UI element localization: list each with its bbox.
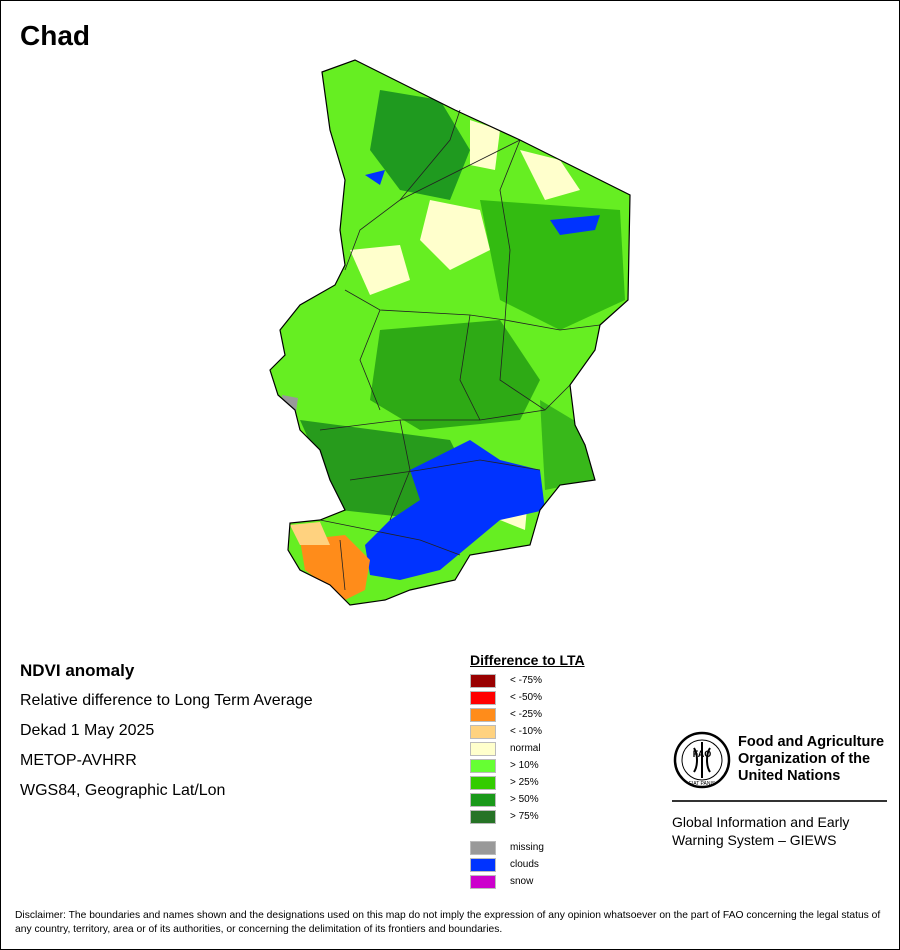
legend-item: < -10% xyxy=(470,723,585,740)
region-dark-green xyxy=(540,400,595,490)
region-clouds xyxy=(550,215,600,235)
region-normal xyxy=(350,245,410,295)
region-dark-green xyxy=(370,320,540,430)
legend-label: < -25% xyxy=(510,709,542,720)
region-clouds xyxy=(365,440,545,580)
region-below-normal xyxy=(300,535,370,600)
info-line-3: METOP-AVHRR xyxy=(20,752,137,769)
legend-item: missing xyxy=(470,839,585,856)
legend-label: clouds xyxy=(510,859,539,870)
fao-name: Food and Agriculture Organization of the… xyxy=(738,734,885,784)
legend-label: > 10% xyxy=(510,760,539,771)
legend-swatch xyxy=(470,741,496,756)
legend-label: > 25% xyxy=(510,777,539,788)
legend-item: > 50% xyxy=(470,791,585,808)
chad-ndvi-map xyxy=(269,59,631,606)
legend-label: > 75% xyxy=(510,811,539,822)
legend-label: normal xyxy=(510,743,541,754)
info-line-4: WGS84, Geographic Lat/Lon xyxy=(20,782,226,799)
legend-label: < -75% xyxy=(510,675,542,686)
fao-logo-motto: FIAT PANIS xyxy=(689,781,716,787)
region-dark-green xyxy=(370,90,470,200)
legend-label: < -10% xyxy=(510,726,542,737)
country-outline xyxy=(269,59,631,606)
fao-emblem-icon: FAO FIAT PANIS xyxy=(673,731,731,789)
legend-label: snow xyxy=(510,876,534,887)
legend-swatch xyxy=(470,673,496,688)
legend-item: < -50% xyxy=(470,689,585,706)
legend-swatch xyxy=(470,809,496,824)
region-normal xyxy=(520,150,580,200)
region-below-normal xyxy=(290,522,330,545)
region-clouds xyxy=(365,170,385,185)
legend-swatch xyxy=(470,758,496,773)
legend-item: > 75% xyxy=(470,808,585,825)
region-dark-green xyxy=(480,200,625,330)
legend-swatch xyxy=(470,874,496,889)
legend-swatch xyxy=(470,775,496,790)
legend-item: snow xyxy=(470,873,585,890)
legend-swatch xyxy=(470,724,496,739)
legend-swatch xyxy=(470,840,496,855)
legend-title: Difference to LTA xyxy=(470,652,585,668)
region-normal xyxy=(470,120,500,170)
legend-item: normal xyxy=(470,740,585,757)
legend-swatch xyxy=(470,707,496,722)
map-info: NDVI anomaly Relative difference to Long… xyxy=(20,656,313,806)
region-normal xyxy=(420,200,490,270)
legend-swatch xyxy=(470,857,496,872)
legend-label: missing xyxy=(510,842,544,853)
legend-swatch xyxy=(470,792,496,807)
info-heading: NDVI anomaly xyxy=(20,661,135,680)
legend-item: clouds xyxy=(470,856,585,873)
admin-boundaries xyxy=(319,109,601,591)
fao-logo-text: FAO xyxy=(693,749,712,759)
info-line-1: Relative difference to Long Term Average xyxy=(20,692,313,709)
legend-item: > 10% xyxy=(470,757,585,774)
map-title: Chad xyxy=(20,20,90,51)
legend-item: > 25% xyxy=(470,774,585,791)
legend: Difference to LTA < -75% < -50% < -25% < -1… xyxy=(470,652,585,890)
giews-name: Global Information and Early Warning Sys… xyxy=(672,814,850,848)
legend-swatch xyxy=(470,690,496,705)
legend-item: < -25% xyxy=(470,706,585,723)
fao-divider xyxy=(672,800,887,802)
legend-item: < -75% xyxy=(470,672,585,689)
legend-label: > 50% xyxy=(510,794,539,805)
disclaimer: Disclaimer: The boundaries and names sho… xyxy=(15,910,881,935)
legend-label: < -50% xyxy=(510,692,542,703)
info-line-2: Dekad 1 May 2025 xyxy=(20,722,155,739)
